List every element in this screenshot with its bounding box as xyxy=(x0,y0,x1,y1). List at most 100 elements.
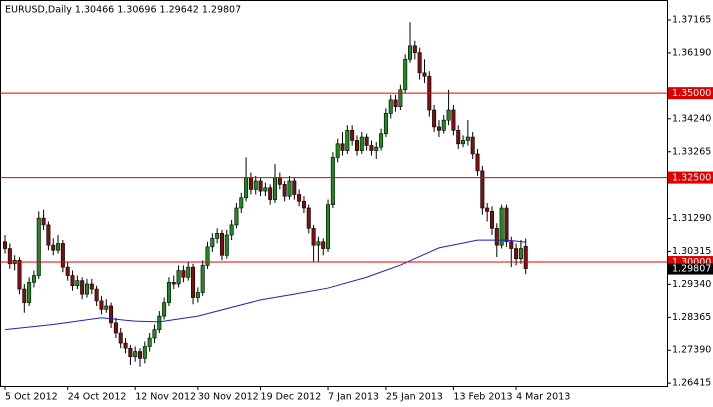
candle-body xyxy=(485,207,490,212)
y-tick-label: 1.36190 xyxy=(672,47,711,58)
level-label: 1.35000 xyxy=(672,88,711,99)
moving-average xyxy=(4,239,526,331)
candle-body xyxy=(311,227,316,246)
candle-body xyxy=(393,99,398,107)
y-tick-label: 1.31290 xyxy=(672,213,711,224)
level-label-box xyxy=(668,171,713,184)
candle-body xyxy=(523,246,528,269)
y-tick-label: 1.33265 xyxy=(672,146,711,157)
candle-body xyxy=(22,288,27,303)
candle-body xyxy=(292,180,297,195)
candle-body xyxy=(186,266,191,278)
candle-body xyxy=(248,177,253,190)
candle-body xyxy=(210,238,215,248)
y-tick-label: 1.27390 xyxy=(672,345,711,356)
candle-body xyxy=(461,140,466,145)
x-tick-label: 30 Nov 2012 xyxy=(198,392,259,403)
candle-body xyxy=(229,224,234,236)
x-tick-label: 24 Oct 2012 xyxy=(68,392,127,403)
candle-body xyxy=(436,126,441,131)
candle-body xyxy=(46,224,51,246)
candle-body xyxy=(354,140,359,151)
candle-body xyxy=(75,280,80,286)
candle-body xyxy=(138,351,143,359)
y-tick-label: 1.30315 xyxy=(672,246,711,257)
candle-body xyxy=(195,292,200,298)
candle-body xyxy=(345,129,350,151)
last-price-label: 1.29807 xyxy=(672,264,711,275)
candle-body xyxy=(297,194,302,202)
candle-body xyxy=(123,342,128,349)
candle-body xyxy=(239,197,244,209)
x-tick-label: 25 Jan 2013 xyxy=(386,392,443,403)
candle-body xyxy=(3,241,8,249)
candle-body xyxy=(330,157,335,205)
candle-body xyxy=(282,184,287,197)
candle-body xyxy=(70,275,75,286)
candle-body xyxy=(205,246,210,266)
candle-body xyxy=(499,207,504,246)
level-label: 1.32500 xyxy=(672,173,711,184)
chart-title: EURUSD,Daily 1.30466 1.30696 1.29642 1.2… xyxy=(5,5,241,16)
candle-body xyxy=(191,266,196,298)
candle-body xyxy=(306,207,311,229)
candle-body xyxy=(128,347,133,357)
candle-body xyxy=(480,170,485,209)
candle-body xyxy=(456,129,461,145)
candle-body xyxy=(51,244,56,251)
candle-body xyxy=(36,217,41,276)
candle-body xyxy=(94,288,99,302)
candle-body xyxy=(287,180,292,197)
candle-body xyxy=(268,187,273,200)
y-tick-label: 1.37165 xyxy=(672,14,711,25)
candle-body xyxy=(41,217,46,226)
candle-body xyxy=(176,270,181,285)
x-tick-label: 12 Nov 2012 xyxy=(135,392,196,403)
y-tick-label: 1.29340 xyxy=(672,279,711,290)
candle-body xyxy=(31,275,36,283)
candle-body xyxy=(224,234,229,256)
candle-body xyxy=(215,233,220,239)
candle-body xyxy=(200,265,205,293)
candle-body xyxy=(446,109,451,121)
candle-body xyxy=(157,315,162,330)
candle-body xyxy=(142,346,147,359)
candle-body xyxy=(489,211,494,229)
candle-body xyxy=(27,282,32,303)
candle-body xyxy=(166,282,171,303)
candle-body xyxy=(316,241,321,246)
candle-body xyxy=(403,59,408,91)
candle-body xyxy=(412,45,417,53)
candle-body xyxy=(162,302,167,317)
candle-body xyxy=(475,153,480,172)
candle-body xyxy=(364,136,369,146)
candle-body xyxy=(388,99,393,114)
candle-body xyxy=(65,266,70,276)
candle-body xyxy=(171,282,176,285)
candle-body xyxy=(147,337,152,347)
candle-body xyxy=(398,89,403,107)
candle-body xyxy=(263,187,268,192)
candle-body xyxy=(408,45,413,60)
candle-body xyxy=(350,129,355,141)
candle-body xyxy=(470,136,475,155)
level-label-box xyxy=(668,87,713,100)
candle-body xyxy=(369,145,374,151)
candle-body xyxy=(277,177,282,185)
candle-body xyxy=(335,143,340,158)
candle-body xyxy=(244,177,249,199)
candle-body xyxy=(441,119,446,131)
candle-body xyxy=(56,243,61,251)
y-tick-label: 1.34240 xyxy=(672,113,711,124)
x-tick-label: 5 Oct 2012 xyxy=(5,392,58,403)
candle-body xyxy=(258,180,263,192)
candle-body xyxy=(89,283,94,290)
candle-body xyxy=(379,133,384,148)
candle-body xyxy=(417,52,422,74)
candle-body xyxy=(514,248,519,259)
candle-body xyxy=(181,270,186,278)
candle-body xyxy=(383,113,388,134)
candle-body xyxy=(234,207,239,226)
